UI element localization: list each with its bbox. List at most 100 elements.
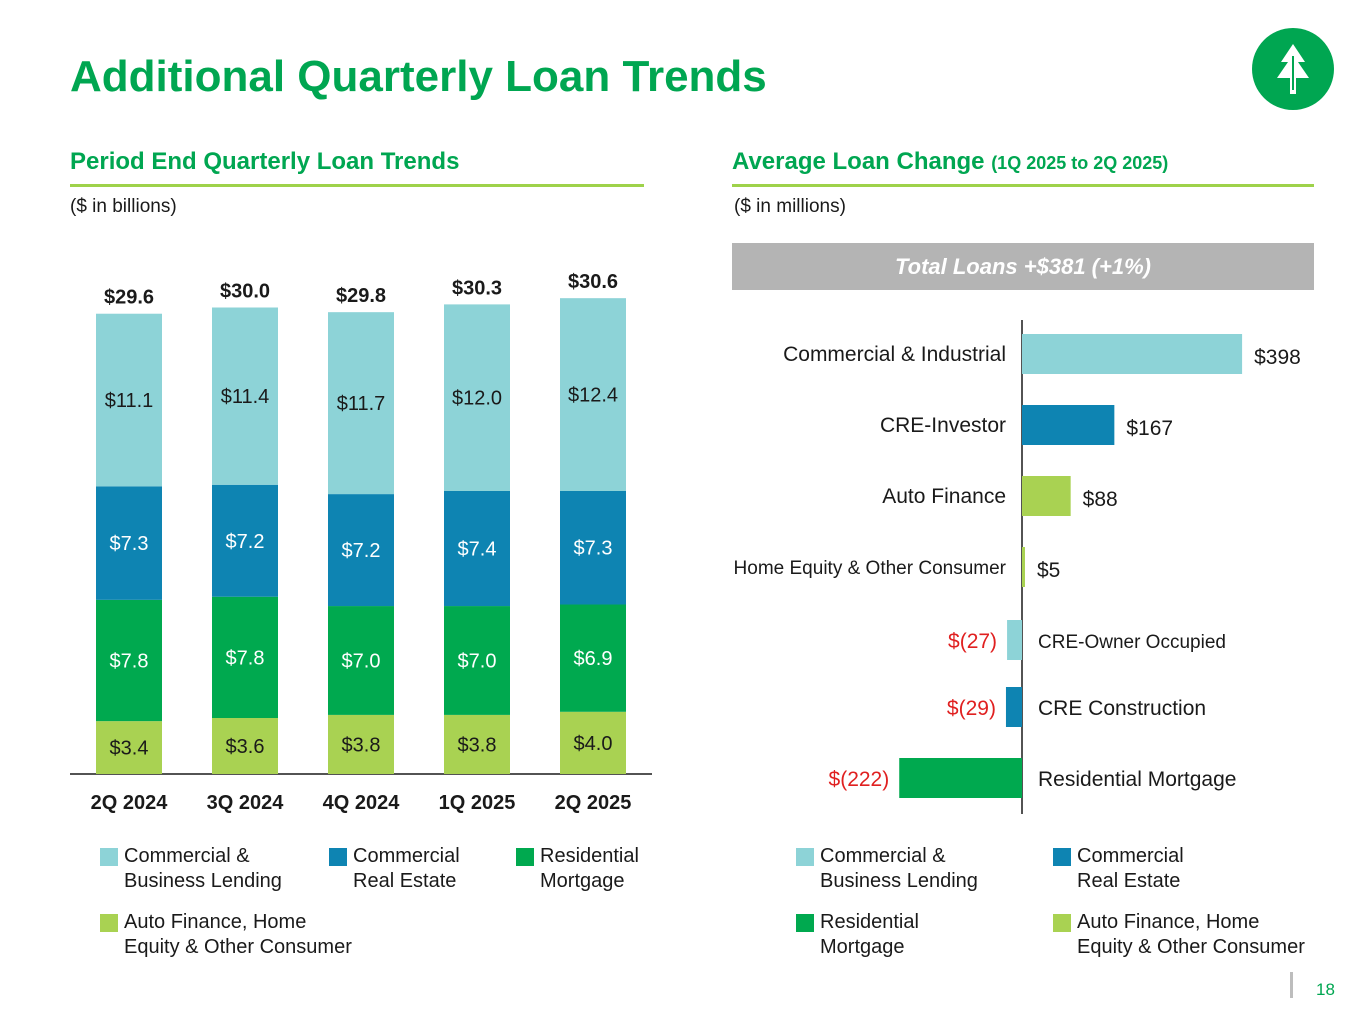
segment-label: $12.0 bbox=[452, 388, 502, 410]
category-label: CRE Construction bbox=[1038, 697, 1206, 720]
change-bar bbox=[1022, 547, 1025, 587]
value-label: $(222) bbox=[829, 768, 890, 791]
segment-label: $3.8 bbox=[342, 734, 381, 756]
legend-label: Commercial Real Estate bbox=[1077, 845, 1184, 892]
category-label: Home Equity & Other Consumer bbox=[734, 558, 1007, 579]
bar-total-label: $30.6 bbox=[568, 271, 618, 293]
bar-segment bbox=[560, 490, 626, 605]
change-bar bbox=[1022, 476, 1071, 516]
left-legend-auto-consumer: Auto Finance, Home Equity & Other Consum… bbox=[100, 910, 352, 960]
left-panel-units: ($ in billions) bbox=[70, 196, 177, 217]
bar-segment bbox=[212, 718, 278, 774]
legend-label: Commercial & Business Lending bbox=[820, 845, 978, 892]
segment-label: $4.0 bbox=[574, 733, 613, 755]
segment-label: $7.3 bbox=[110, 533, 149, 555]
segment-label: $7.8 bbox=[226, 647, 265, 669]
bar-total-label: $29.6 bbox=[104, 287, 154, 309]
x-tick-label: 2Q 2025 bbox=[555, 792, 632, 814]
legend-swatch bbox=[516, 848, 534, 866]
change-bar bbox=[899, 758, 1022, 798]
value-label: $88 bbox=[1083, 488, 1118, 511]
segment-label: $7.8 bbox=[110, 650, 149, 672]
right-legend-auto-consumer: Auto Finance, Home Equity & Other Consum… bbox=[1053, 910, 1305, 960]
segment-label: $11.7 bbox=[337, 393, 386, 415]
bar-segment bbox=[328, 714, 394, 774]
value-label: $(27) bbox=[948, 630, 997, 653]
legend-swatch bbox=[1053, 848, 1071, 866]
legend-label: Auto Finance, Home Equity & Other Consum… bbox=[124, 911, 352, 958]
segment-label: $11.1 bbox=[105, 390, 154, 412]
category-label: Residential Mortgage bbox=[1038, 768, 1236, 791]
right-panel-units: ($ in millions) bbox=[734, 196, 846, 217]
bar-segment bbox=[96, 721, 162, 774]
segment-label: $7.0 bbox=[458, 650, 497, 672]
right-legend-commercial-business: Commercial & Business Lending bbox=[796, 844, 978, 894]
legend-swatch bbox=[796, 848, 814, 866]
segment-label: $3.6 bbox=[226, 736, 265, 758]
change-bar bbox=[1007, 620, 1022, 660]
right-panel-title-main: Average Loan Change bbox=[732, 148, 985, 175]
right-panel-rule bbox=[732, 184, 1314, 187]
page-number-divider bbox=[1290, 972, 1293, 998]
bar-segment bbox=[212, 307, 278, 485]
total-loans-banner: Total Loans +$381 (+1%) bbox=[732, 243, 1314, 290]
bar-segment bbox=[96, 313, 162, 487]
page-title: Additional Quarterly Loan Trends bbox=[70, 52, 767, 101]
left-panel-title: Period End Quarterly Loan Trends bbox=[70, 148, 460, 175]
segment-label: $7.4 bbox=[458, 539, 497, 561]
bar-segment bbox=[444, 714, 510, 774]
left-panel-rule bbox=[70, 184, 644, 187]
regions-logo-icon bbox=[1252, 28, 1334, 110]
category-label: CRE-Owner Occupied bbox=[1038, 632, 1226, 653]
legend-swatch bbox=[1053, 914, 1071, 932]
legend-swatch bbox=[100, 848, 118, 866]
legend-swatch bbox=[329, 848, 347, 866]
bar-total-label: $30.3 bbox=[452, 277, 502, 299]
left-legend-commercial-re: Commercial Real Estate bbox=[329, 844, 460, 894]
value-label: $(29) bbox=[947, 697, 996, 720]
segment-label: $7.2 bbox=[226, 531, 265, 553]
bar-segment bbox=[212, 596, 278, 719]
segment-label: $12.4 bbox=[568, 385, 618, 407]
right-panel-title-sub: (1Q 2025 to 2Q 2025) bbox=[991, 153, 1169, 173]
x-tick-label: 1Q 2025 bbox=[439, 792, 516, 814]
segment-label: $3.4 bbox=[110, 738, 149, 760]
x-tick-label: 2Q 2024 bbox=[91, 792, 169, 814]
bar-segment bbox=[328, 494, 394, 607]
value-label: $398 bbox=[1254, 346, 1301, 369]
value-label: $167 bbox=[1126, 417, 1173, 440]
bar-segment bbox=[444, 606, 510, 715]
bar-segment bbox=[96, 599, 162, 722]
legend-label: Commercial & Business Lending bbox=[124, 845, 282, 892]
legend-swatch bbox=[100, 914, 118, 932]
legend-swatch bbox=[796, 914, 814, 932]
left-legend-residential: Residential Mortgage bbox=[516, 844, 639, 894]
bar-segment bbox=[328, 312, 394, 495]
bar-segment bbox=[560, 298, 626, 491]
page-number: 18 bbox=[1316, 980, 1335, 999]
bar-segment bbox=[560, 604, 626, 712]
bar-total-label: $30.0 bbox=[220, 281, 270, 303]
legend-label: Residential Mortgage bbox=[820, 911, 919, 958]
bar-segment bbox=[444, 490, 510, 607]
legend-label: Residential Mortgage bbox=[540, 845, 639, 892]
x-tick-label: 4Q 2024 bbox=[323, 792, 401, 814]
category-label: CRE-Investor bbox=[880, 414, 1006, 437]
legend-label: Auto Finance, Home Equity & Other Consum… bbox=[1077, 911, 1305, 958]
segment-label: $6.9 bbox=[574, 648, 613, 670]
segment-label: $11.4 bbox=[221, 386, 270, 408]
segment-label: $7.2 bbox=[342, 540, 381, 562]
period-end-stacked-bar-chart: $3.4 $7.8 $7.3 $11.1 $29.6 2Q 2024 $3.6 $7.8 $7.… bbox=[70, 271, 652, 814]
bar-segment bbox=[444, 304, 510, 491]
right-legend-residential: Residential Mortgage bbox=[796, 910, 919, 960]
x-tick-label: 3Q 2024 bbox=[207, 792, 285, 814]
segment-label: $7.3 bbox=[574, 538, 613, 560]
average-loan-change-bar-chart: Commercial & Industrial $398 CRE-Investor $… bbox=[734, 320, 1301, 814]
bar-segment bbox=[212, 484, 278, 597]
legend-label: Commercial Real Estate bbox=[353, 845, 460, 892]
category-label: Auto Finance bbox=[882, 485, 1006, 508]
value-label: $5 bbox=[1037, 559, 1060, 582]
bar-total-label: $29.8 bbox=[336, 285, 386, 307]
segment-label: $3.8 bbox=[458, 734, 497, 756]
right-panel-title: Average Loan Change (1Q 2025 to 2Q 2025) bbox=[732, 148, 1168, 176]
